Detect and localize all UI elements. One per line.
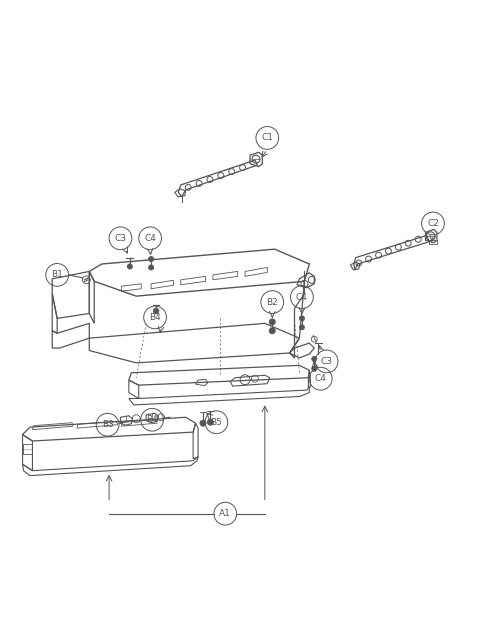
Text: C3: C3: [320, 357, 332, 366]
Circle shape: [300, 316, 304, 321]
Circle shape: [148, 257, 154, 262]
Text: B2: B2: [266, 297, 278, 307]
Text: C2: C2: [427, 219, 439, 228]
Text: B3: B3: [102, 420, 114, 429]
Circle shape: [148, 265, 154, 270]
Text: A1: A1: [220, 509, 231, 518]
Circle shape: [270, 328, 275, 334]
Text: C3: C3: [114, 234, 126, 242]
Circle shape: [153, 308, 159, 314]
Text: C4: C4: [296, 292, 308, 302]
Circle shape: [270, 319, 275, 325]
Circle shape: [208, 420, 214, 425]
Text: C1: C1: [262, 133, 274, 143]
Circle shape: [128, 264, 132, 269]
Circle shape: [200, 420, 206, 426]
Text: B5: B5: [210, 418, 222, 427]
Text: C4: C4: [144, 234, 156, 242]
Text: B4: B4: [146, 415, 158, 424]
Text: B1: B1: [51, 270, 63, 280]
Circle shape: [312, 357, 317, 362]
Circle shape: [312, 366, 317, 371]
Circle shape: [300, 325, 304, 329]
Text: B4: B4: [149, 313, 161, 322]
Text: C4: C4: [315, 375, 326, 383]
